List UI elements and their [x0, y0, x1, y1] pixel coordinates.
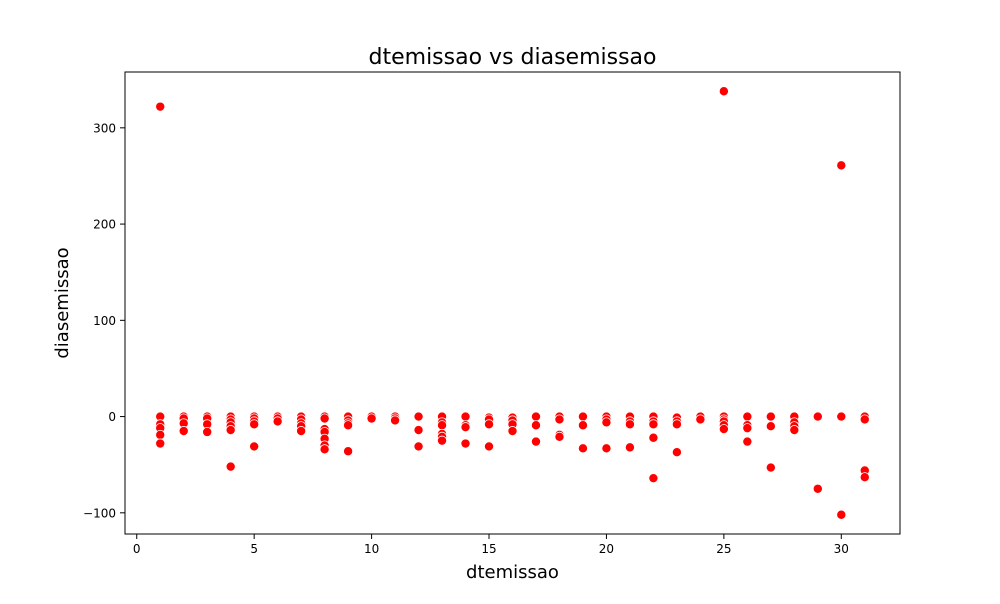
data-point	[624, 442, 635, 453]
data-point	[319, 444, 330, 455]
data-point	[812, 411, 823, 422]
y-tick-label: 100	[93, 314, 116, 328]
x-axis-ticks: 0 5 10 15 20 25 30	[133, 534, 849, 556]
data-point	[742, 436, 753, 447]
data-point	[765, 462, 776, 473]
data-point	[178, 426, 189, 437]
x-tick-label: 20	[599, 542, 614, 556]
x-tick-label: 5	[250, 542, 258, 556]
plot-frame	[124, 71, 901, 535]
data-point	[507, 426, 518, 437]
data-point	[390, 415, 401, 426]
data-point	[836, 411, 847, 422]
data-point	[530, 436, 541, 447]
data-point	[859, 414, 870, 425]
data-point	[296, 426, 307, 437]
data-point	[530, 411, 541, 422]
data-point	[577, 443, 588, 454]
data-point	[742, 411, 753, 422]
x-tick-label: 15	[481, 542, 496, 556]
data-point	[577, 411, 588, 422]
x-tick-label: 0	[133, 542, 141, 556]
data-point	[601, 443, 612, 454]
x-tick-label: 25	[716, 542, 731, 556]
data-point	[437, 435, 448, 446]
y-tick-label: 300	[93, 121, 116, 135]
y-tick-label: −100	[83, 506, 116, 520]
data-point	[648, 473, 659, 484]
data-point	[648, 419, 659, 430]
data-point	[530, 420, 541, 431]
data-point	[272, 416, 283, 427]
data-point	[249, 441, 260, 452]
data-point	[554, 414, 565, 425]
data-point	[460, 411, 471, 422]
data-point	[437, 420, 448, 431]
y-axis-ticks: −100 0 100 200 300	[83, 121, 125, 520]
data-point	[155, 429, 166, 440]
data-point	[789, 425, 800, 436]
data-point	[554, 431, 565, 442]
data-point	[742, 423, 753, 434]
data-point	[413, 441, 424, 452]
data-point	[202, 426, 213, 437]
data-point	[671, 419, 682, 430]
x-tick-label: 30	[834, 542, 849, 556]
data-point	[484, 441, 495, 452]
y-tick-label: 200	[93, 218, 116, 232]
data-point	[413, 425, 424, 436]
data-point	[366, 413, 377, 424]
data-point	[836, 160, 847, 171]
x-tick-label: 10	[364, 542, 379, 556]
data-points	[155, 86, 870, 520]
data-point	[343, 446, 354, 457]
data-point	[413, 411, 424, 422]
data-point	[765, 421, 776, 432]
data-point	[695, 414, 706, 425]
data-point	[155, 438, 166, 449]
x-axis-label: dtemissao	[466, 562, 559, 583]
chart-title: dtemissao vs diasemissao	[369, 45, 657, 70]
data-point	[577, 420, 588, 431]
data-point	[718, 86, 729, 97]
y-axis-label: diasemissao	[52, 247, 73, 358]
data-point	[718, 424, 729, 435]
data-point	[319, 413, 330, 424]
data-point	[648, 432, 659, 443]
data-point	[859, 472, 870, 483]
data-point	[601, 417, 612, 428]
y-tick-label: 0	[108, 410, 116, 424]
data-point	[460, 422, 471, 433]
data-point	[812, 483, 823, 494]
data-point	[225, 425, 236, 436]
data-point	[484, 419, 495, 430]
data-point	[765, 411, 776, 422]
data-point	[155, 101, 166, 112]
data-point	[225, 461, 236, 472]
data-point	[460, 438, 471, 449]
data-point	[836, 509, 847, 520]
data-point	[624, 419, 635, 430]
data-point	[671, 447, 682, 458]
data-point	[249, 419, 260, 430]
plot-area	[125, 72, 900, 534]
data-point	[343, 420, 354, 431]
